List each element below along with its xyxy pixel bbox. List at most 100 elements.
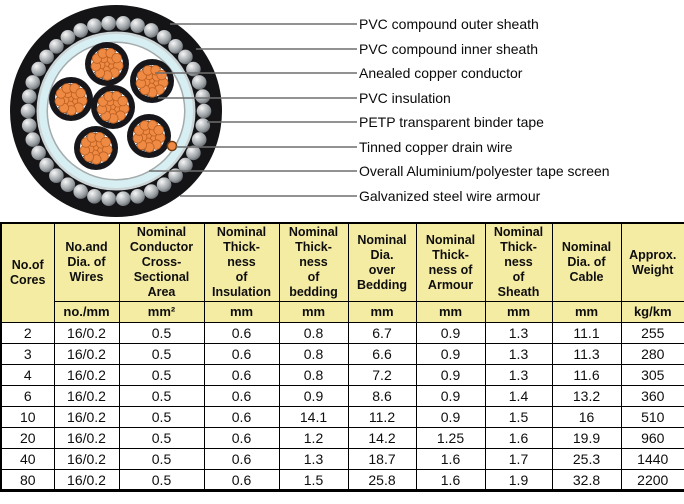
- table-cell: 11.2: [347, 406, 417, 428]
- table-cell: 13.2: [551, 385, 622, 407]
- header-row: No.of Cores No.and Dia. of Wires Nominal…: [0, 222, 684, 323]
- table-cell: 0.6: [203, 364, 280, 386]
- table-cell: 1.9: [484, 469, 553, 491]
- table-cell: 11.3: [551, 343, 622, 365]
- table-cell: 16/0.2: [53, 406, 120, 428]
- core: [91, 85, 135, 129]
- label-binder-tape: PETP transparent binder tape: [359, 114, 544, 130]
- table-row: 4 16/0.2 0.5 0.6 0.8 7.2 0.9 1.3 11.6 305: [0, 364, 684, 386]
- table-cell: 11.6: [551, 364, 622, 386]
- table-cell: 0.6: [203, 427, 280, 449]
- label-outer-sheath: PVC compound outer sheath: [359, 16, 539, 32]
- header-no-of-cores: No.of Cores: [0, 222, 55, 323]
- unit-area: mm²: [118, 301, 205, 323]
- table-cell: 960: [620, 427, 684, 449]
- table-cell: 0.5: [118, 364, 205, 386]
- table-cell: 16/0.2: [53, 469, 120, 491]
- table-cell: 16/0.2: [53, 385, 120, 407]
- table-cell: 80: [0, 469, 55, 491]
- table-cell: 25.3: [551, 448, 622, 470]
- drain-wire: [166, 140, 178, 152]
- table-cell: 14.1: [278, 406, 349, 428]
- label-pvc-insulation: PVC insulation: [359, 90, 451, 106]
- table-cell: 1.25: [415, 427, 486, 449]
- table-cell: 16/0.2: [53, 427, 120, 449]
- table-cell: 2: [0, 322, 55, 344]
- table-cell: 0.8: [278, 343, 349, 365]
- table-cell: 11.1: [551, 322, 622, 344]
- header-thickness-of-insulation: Nominal Thick- ness of Insulation: [203, 222, 280, 302]
- core: [74, 126, 118, 170]
- table-cell: 1.5: [278, 469, 349, 491]
- table-cell: 0.9: [278, 385, 349, 407]
- table-cell: 1.3: [278, 448, 349, 470]
- table-cell: 10: [0, 406, 55, 428]
- table-cell: 6.6: [347, 343, 417, 365]
- label-copper-conductor: Anealed copper conductor: [359, 65, 523, 81]
- table-cell: 1440: [620, 448, 684, 470]
- header-no-and-dia-of-wires: No.and Dia. of Wires: [53, 222, 120, 302]
- table-cell: 3: [0, 343, 55, 365]
- table-cell: 0.6: [203, 448, 280, 470]
- table-cell: 360: [620, 385, 684, 407]
- label-drain-wire: Tinned copper drain wire: [359, 139, 513, 155]
- header-thickness-of-sheath: Nominal Thick- ness of Sheath: [484, 222, 553, 302]
- header-approx-weight: Approx. Weight: [620, 222, 684, 302]
- header-dia-over-bedding: Nominal Dia. over Bedding: [347, 222, 417, 302]
- unit-dia-bedding: mm: [347, 301, 417, 323]
- unit-bedding: mm: [278, 301, 349, 323]
- table-row: 6 16/0.2 0.5 0.6 0.9 8.6 0.9 1.4 13.2 360: [0, 385, 684, 407]
- table-cell: 1.5: [484, 406, 553, 428]
- unit-dia-cable: mm: [551, 301, 622, 323]
- cable-spec-table: No.of Cores No.and Dia. of Wires Nominal…: [0, 222, 684, 492]
- table-cell: 1.7: [484, 448, 553, 470]
- armour-wires: [20, 15, 212, 206]
- core: [49, 77, 93, 121]
- unit-weight: kg/km: [620, 301, 684, 323]
- table-cell: 0.9: [415, 385, 486, 407]
- table-cell: 25.8: [347, 469, 417, 491]
- table-cell: 0.5: [118, 385, 205, 407]
- core: [127, 114, 171, 158]
- table-cell: 8.6: [347, 385, 417, 407]
- header-conductor-cross-sectional-area: Nominal Conductor Cross- Sectional Area: [118, 222, 205, 302]
- header-dia-of-cable: Nominal Dia. of Cable: [551, 222, 622, 302]
- table-row: 10 16/0.2 0.5 0.6 14.1 11.2 0.9 1.5 16 510: [0, 406, 684, 428]
- table-cell: 0.6: [203, 406, 280, 428]
- table-cell: 0.8: [278, 322, 349, 344]
- table-cell: 0.9: [415, 343, 486, 365]
- table-cell: 16/0.2: [53, 364, 120, 386]
- table-cell: 0.5: [118, 406, 205, 428]
- table-row: 2 16/0.2 0.5 0.6 0.8 6.7 0.9 1.3 11.1 255: [0, 322, 684, 344]
- table-cell: 32.8: [551, 469, 622, 491]
- table-cell: 280: [620, 343, 684, 365]
- label-steel-armour: Galvanized steel wire armour: [359, 188, 541, 204]
- table-cell: 18.7: [347, 448, 417, 470]
- leader-lines: [149, 23, 357, 197]
- table-cell: 255: [620, 322, 684, 344]
- table-cell: 510: [620, 406, 684, 428]
- table-cell: 1.6: [484, 427, 553, 449]
- table-cell: 6.7: [347, 322, 417, 344]
- table-cell: 1.4: [484, 385, 553, 407]
- table-cell: 40: [0, 448, 55, 470]
- table-cell: 0.6: [203, 385, 280, 407]
- table-cell: 0.8: [278, 364, 349, 386]
- table-cell: 2200: [620, 469, 684, 491]
- label-tape-screen: Overall Aluminium/polyester tape screen: [359, 163, 610, 179]
- label-inner-sheath: PVC compound inner sheath: [359, 41, 538, 57]
- table-cell: 1.3: [484, 343, 553, 365]
- unit-insulation: mm: [203, 301, 280, 323]
- table-cell: 1.3: [484, 364, 553, 386]
- table-row: 20 16/0.2 0.5 0.6 1.2 14.2 1.25 1.6 19.9 960: [0, 427, 684, 449]
- unit-armour: mm: [415, 301, 486, 323]
- table-cell: 16: [551, 406, 622, 428]
- table-cell: 4: [0, 364, 55, 386]
- table-cell: 0.5: [118, 343, 205, 365]
- table-cell: 0.5: [118, 448, 205, 470]
- table-cell: 1.6: [415, 448, 486, 470]
- core: [85, 42, 129, 86]
- table-cell: 0.5: [118, 469, 205, 491]
- table-cell: 19.9: [551, 427, 622, 449]
